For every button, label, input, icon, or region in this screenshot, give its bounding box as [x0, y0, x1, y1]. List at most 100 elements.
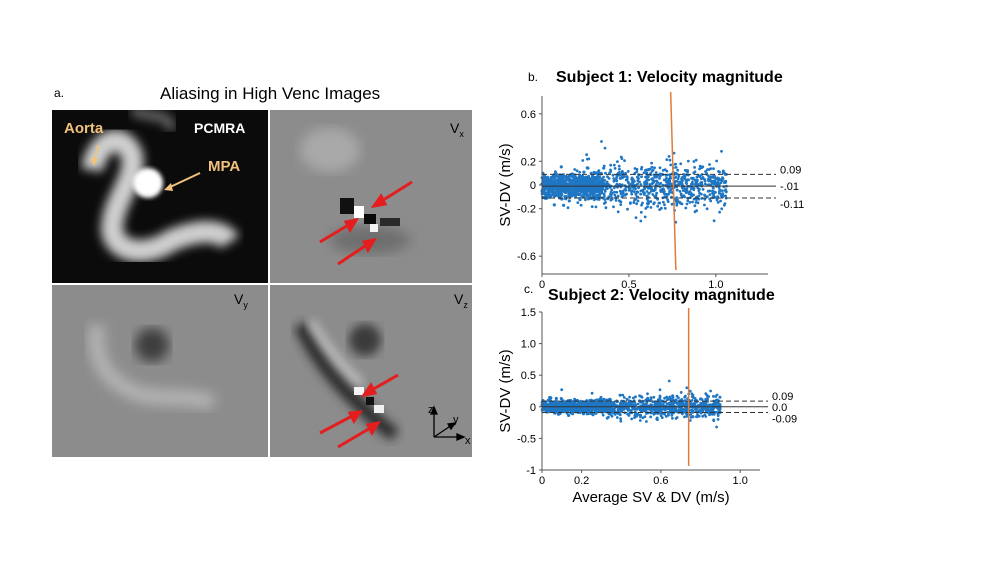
data-point: [643, 408, 647, 412]
data-point: [551, 189, 555, 193]
data-point: [584, 198, 587, 202]
data-point: [695, 209, 698, 213]
data-point: [674, 171, 678, 175]
data-point: [695, 198, 698, 201]
threshold-line: [669, 91, 677, 271]
data-point: [586, 157, 589, 161]
data-point: [683, 395, 687, 399]
data-point: [597, 193, 601, 197]
data-point: [688, 419, 692, 422]
vx-image: [300, 128, 413, 266]
data-point: [626, 170, 630, 173]
data-point: [616, 160, 619, 163]
data-point: [667, 379, 671, 383]
data-point: [603, 179, 607, 182]
data-point: [649, 396, 653, 399]
data-point: [688, 389, 692, 393]
data-point: [627, 402, 631, 406]
data-point: [712, 418, 715, 422]
data-point: [632, 201, 636, 204]
data-point: [577, 410, 581, 414]
data-point: [600, 179, 604, 183]
data-point: [685, 187, 689, 191]
data-point: [670, 413, 674, 417]
data-point: [652, 395, 656, 399]
data-point: [630, 182, 633, 186]
data-point: [575, 169, 579, 173]
data-point: [634, 403, 638, 407]
data-point: [643, 403, 647, 407]
data-point: [547, 187, 552, 191]
loa-annotation: 0.09: [772, 391, 793, 403]
vz-label: Vz: [454, 291, 468, 310]
data-point: [710, 412, 714, 416]
data-point: [675, 399, 678, 402]
data-point: [692, 186, 696, 190]
data-point: [638, 419, 642, 422]
data-point: [630, 192, 634, 196]
data-point: [669, 163, 673, 167]
data-point: [587, 408, 591, 413]
data-point: [667, 413, 670, 417]
data-point: [634, 197, 638, 201]
vy-label-sub: y: [243, 299, 248, 310]
data-point: [626, 207, 629, 211]
x-tick-label: 0.2: [574, 475, 589, 487]
data-point: [618, 200, 622, 203]
data-point: [635, 195, 639, 199]
data-point: [685, 414, 689, 418]
data-point: [635, 190, 639, 194]
data-point: [722, 169, 725, 173]
data-point: [606, 175, 609, 179]
data-point: [618, 167, 621, 171]
data-point: [715, 198, 719, 202]
data-point: [576, 407, 580, 412]
data-point: [669, 182, 672, 186]
data-point: [607, 195, 611, 199]
data-point: [680, 202, 684, 206]
data-point: [643, 215, 647, 219]
data-point: [621, 407, 625, 411]
data-point: [706, 411, 710, 414]
data-point: [607, 415, 610, 419]
data-point: [633, 190, 636, 194]
data-point: [603, 146, 607, 150]
data-point: [724, 181, 727, 184]
data-point: [692, 160, 696, 163]
data-point: [683, 415, 686, 419]
data-point: [559, 176, 563, 181]
data-point: [646, 195, 650, 199]
loa-annotation: -0.11: [780, 199, 804, 211]
data-point: [585, 193, 589, 197]
data-point: [668, 179, 672, 183]
data-point: [544, 407, 548, 411]
y-tick-label: 1.0: [521, 339, 536, 351]
data-point: [718, 210, 721, 214]
data-point: [650, 169, 654, 173]
data-point: [587, 194, 591, 198]
vz-tile: z y x Vz: [270, 285, 472, 457]
data-point: [640, 395, 644, 399]
data-point: [582, 192, 586, 196]
data-point: [709, 403, 713, 407]
data-point: [572, 185, 576, 190]
data-point: [619, 417, 622, 421]
data-point: [650, 407, 654, 411]
data-point: [555, 410, 559, 414]
data-point: [614, 199, 618, 202]
data-point: [685, 403, 689, 407]
data-point: [601, 186, 605, 190]
data-point: [556, 412, 561, 416]
data-point: [712, 167, 715, 170]
data-point: [595, 175, 599, 179]
data-point: [602, 202, 606, 205]
data-point: [705, 393, 709, 397]
data-point: [588, 189, 592, 193]
data-point: [636, 199, 640, 203]
data-point: [604, 404, 609, 408]
data-point: [725, 190, 728, 194]
data-point: [685, 202, 689, 206]
data-point: [685, 178, 689, 182]
panel-letter-b: b.: [528, 70, 539, 84]
data-point: [556, 179, 560, 183]
